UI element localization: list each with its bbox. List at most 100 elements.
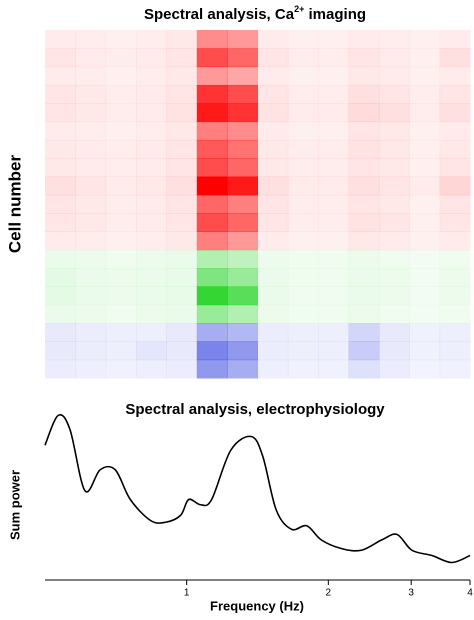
heat-cell	[166, 323, 198, 342]
heat-cell	[75, 158, 107, 178]
heat-cell	[257, 341, 289, 361]
heat-cell	[257, 103, 289, 123]
heat-cell	[136, 323, 167, 342]
heat-cell	[409, 341, 441, 361]
heat-cell	[378, 323, 410, 342]
heat-cell	[196, 103, 228, 123]
heat-cell	[287, 194, 319, 214]
heat-cell	[75, 231, 107, 251]
heat-cell	[75, 176, 107, 196]
heat-cell	[378, 158, 410, 178]
heat-cell	[136, 249, 167, 269]
heat-cell	[136, 103, 167, 123]
heat-cell	[166, 341, 198, 361]
heat-cell	[196, 249, 228, 269]
heat-cell	[287, 359, 319, 379]
heat-cell	[105, 268, 137, 287]
heat-cell	[439, 304, 471, 324]
heat-cell	[318, 30, 350, 49]
heat-cell	[439, 30, 471, 49]
heat-cell	[196, 359, 228, 379]
heat-cell	[318, 304, 350, 324]
heat-cell	[378, 84, 410, 104]
heat-cell	[166, 66, 198, 86]
heat-cell	[45, 341, 76, 361]
heat-cell	[105, 176, 137, 196]
heat-cell	[378, 213, 410, 232]
heat-cell	[409, 323, 441, 342]
heat-cell	[45, 304, 76, 324]
heat-cell	[45, 286, 76, 306]
line-y-label: Sum power	[7, 470, 22, 540]
heat-cell	[105, 30, 137, 49]
heat-cell	[287, 84, 319, 104]
heat-cell	[166, 249, 198, 269]
heat-cell	[409, 359, 441, 379]
heat-cell	[439, 268, 471, 287]
heat-cell	[45, 176, 76, 196]
heat-cell	[378, 139, 410, 159]
heat-cell	[378, 268, 410, 287]
heat-cell	[257, 48, 289, 68]
heat-cell	[318, 286, 350, 306]
heat-cell	[196, 323, 228, 342]
heat-cell	[75, 359, 107, 379]
heat-cell	[105, 66, 137, 86]
heat-cell	[105, 341, 137, 361]
heat-cell	[409, 84, 441, 104]
line-title: Spectral analysis, electrophysiology	[125, 401, 385, 418]
heat-cell	[136, 194, 167, 214]
heat-cell	[287, 286, 319, 306]
heat-cell	[348, 341, 380, 361]
heat-cell	[439, 176, 471, 196]
heat-cell	[287, 66, 319, 86]
heat-cell	[287, 268, 319, 287]
heat-cell	[196, 66, 228, 86]
heat-cell	[378, 30, 410, 49]
heat-cell	[378, 103, 410, 123]
heat-cell	[318, 323, 350, 342]
heat-cell	[105, 48, 137, 68]
heat-cell	[318, 231, 350, 251]
heat-cell	[257, 176, 289, 196]
heat-cell	[75, 194, 107, 214]
heat-cell	[45, 84, 76, 104]
heat-cell	[227, 231, 258, 251]
heat-cell	[378, 341, 410, 361]
heat-cell	[196, 194, 228, 214]
heat-cell	[227, 341, 258, 361]
heat-cell	[45, 268, 76, 287]
heat-cell	[105, 194, 137, 214]
x-tick-label: 4	[467, 588, 473, 599]
heat-cell	[409, 139, 441, 159]
heat-cell	[136, 139, 167, 159]
heat-cell	[227, 176, 258, 196]
heat-cell	[136, 359, 167, 379]
heat-cell	[136, 286, 167, 306]
heat-cell	[409, 194, 441, 214]
heat-cell	[348, 66, 380, 86]
heat-cell	[257, 213, 289, 232]
heat-cell	[348, 158, 380, 178]
heat-cell	[348, 121, 380, 141]
heat-cell	[257, 323, 289, 342]
heat-cell	[378, 304, 410, 324]
heat-cell	[105, 139, 137, 159]
heat-cell	[75, 121, 107, 141]
heat-cell	[378, 231, 410, 251]
heat-cell	[378, 359, 410, 379]
heat-cell	[45, 66, 76, 86]
heat-cell	[105, 84, 137, 104]
heat-cell	[318, 194, 350, 214]
heat-cell	[45, 213, 76, 232]
heat-cell	[318, 341, 350, 361]
heat-cell	[318, 48, 350, 68]
heat-cell	[257, 359, 289, 379]
heat-cell	[227, 323, 258, 342]
heat-cell	[318, 359, 350, 379]
heat-cell	[257, 268, 289, 287]
heat-cell	[348, 213, 380, 232]
heat-cell	[439, 359, 471, 379]
heat-cell	[227, 103, 258, 123]
heat-cell	[166, 286, 198, 306]
